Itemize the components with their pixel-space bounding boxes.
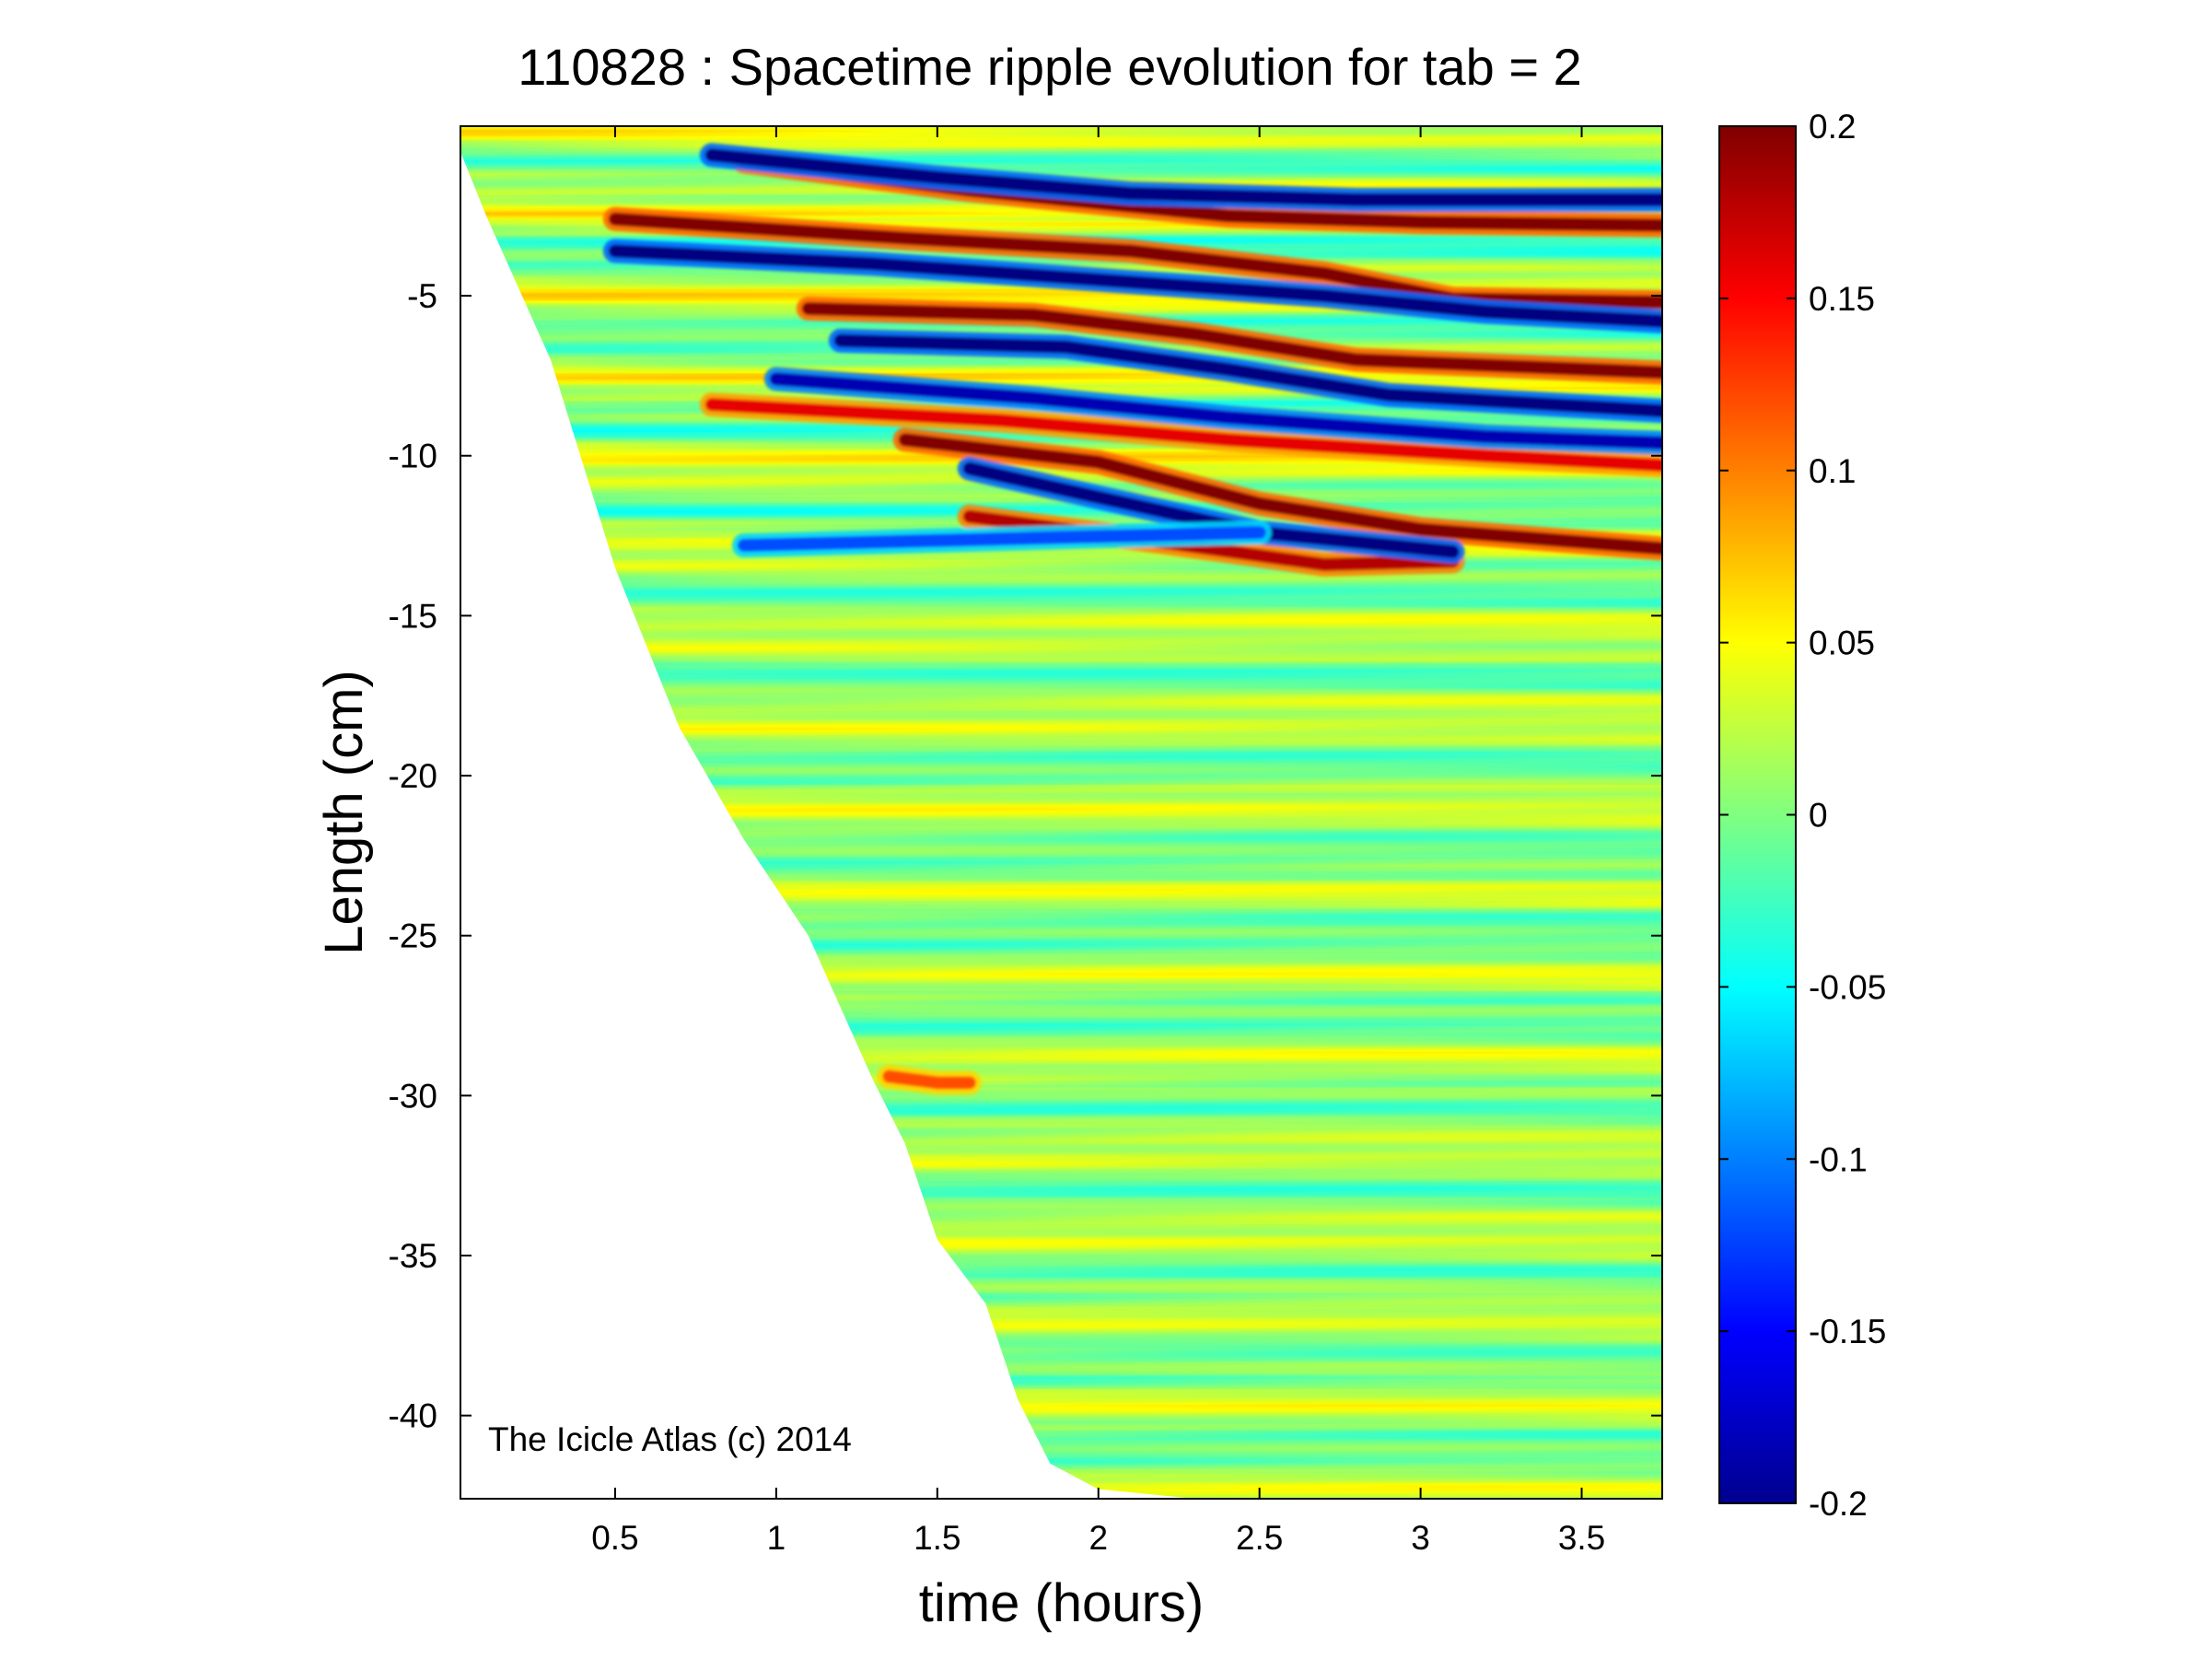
y-tick-label: -35 bbox=[389, 1237, 437, 1275]
plot-frame bbox=[460, 125, 1663, 1500]
colorbar-tick-label: 0.2 bbox=[1809, 108, 1856, 146]
colorbar-tick-label: -0.15 bbox=[1809, 1313, 1886, 1350]
crest-band bbox=[608, 212, 1662, 310]
colorbar-tick-label: 0.1 bbox=[1809, 452, 1856, 490]
y-tick-label: -10 bbox=[389, 438, 437, 475]
trough-band bbox=[608, 244, 1662, 328]
colorbar-ticks: 0.2 0.15 0.1 0.05 0 -0.05 -0.1 -0.15 -0.2 bbox=[1719, 108, 1886, 1523]
colorbar-frame bbox=[1718, 125, 1797, 1504]
trough-band bbox=[704, 148, 1662, 206]
y-tick-label: -15 bbox=[389, 597, 437, 635]
icicle-front-mask bbox=[460, 126, 1662, 1499]
colorbar-tick-label: -0.1 bbox=[1809, 1140, 1868, 1178]
colorbar-tick-label: -0.05 bbox=[1809, 968, 1886, 1006]
trough-band bbox=[769, 372, 1662, 450]
crest-band bbox=[882, 1069, 976, 1090]
chart-title: 110828 : Spacetime ripple evolution for … bbox=[518, 38, 1582, 96]
x-tick-label: 1 bbox=[767, 1519, 786, 1557]
x-tick-label: 2 bbox=[1089, 1519, 1108, 1557]
y-axis-title: Length (cm) bbox=[314, 670, 374, 954]
x-tick-label: 1.5 bbox=[914, 1519, 960, 1557]
trough-band bbox=[833, 333, 1662, 418]
x-axis: 0.5 1 1.5 2 2.5 3 3.5 bbox=[591, 126, 1605, 1557]
crest-band bbox=[801, 301, 1662, 380]
x-tick-label: 2.5 bbox=[1236, 1519, 1283, 1557]
y-tick-label: -25 bbox=[389, 917, 437, 955]
y-tick-label: -30 bbox=[389, 1077, 437, 1115]
crest-band bbox=[704, 398, 1662, 473]
crest-band bbox=[898, 433, 1662, 555]
colorbar-tick-label: 0 bbox=[1809, 797, 1828, 835]
colorbar-gradient bbox=[1719, 126, 1796, 1503]
heatmap-plot-area bbox=[460, 126, 1662, 1499]
x-tick-label: 3.5 bbox=[1558, 1519, 1605, 1557]
x-tick-label: 3 bbox=[1411, 1519, 1430, 1557]
trough-band bbox=[962, 461, 1460, 558]
colorbar: 0.2 0.15 0.1 0.05 0 -0.05 -0.1 -0.15 -0.2 bbox=[1718, 108, 1886, 1523]
x-tick-label: 0.5 bbox=[591, 1519, 638, 1557]
ripple-ridges bbox=[602, 143, 1662, 1095]
x-axis-title: time (hours) bbox=[919, 1573, 1204, 1633]
colorbar-tick-label: 0.15 bbox=[1809, 280, 1875, 318]
colorbar-tick-label: -0.2 bbox=[1809, 1485, 1868, 1523]
y-tick-label: -5 bbox=[407, 277, 437, 315]
y-tick-label: -20 bbox=[389, 757, 437, 795]
copyright-annotation: The Icicle Atlas (c) 2014 bbox=[488, 1420, 852, 1458]
y-tick-label: -40 bbox=[389, 1397, 437, 1435]
colorbar-tick-label: 0.05 bbox=[1809, 625, 1875, 662]
y-axis: -5 -10 -15 -20 -25 -30 -35 -40 bbox=[389, 277, 1662, 1435]
trough-band bbox=[737, 526, 1266, 552]
